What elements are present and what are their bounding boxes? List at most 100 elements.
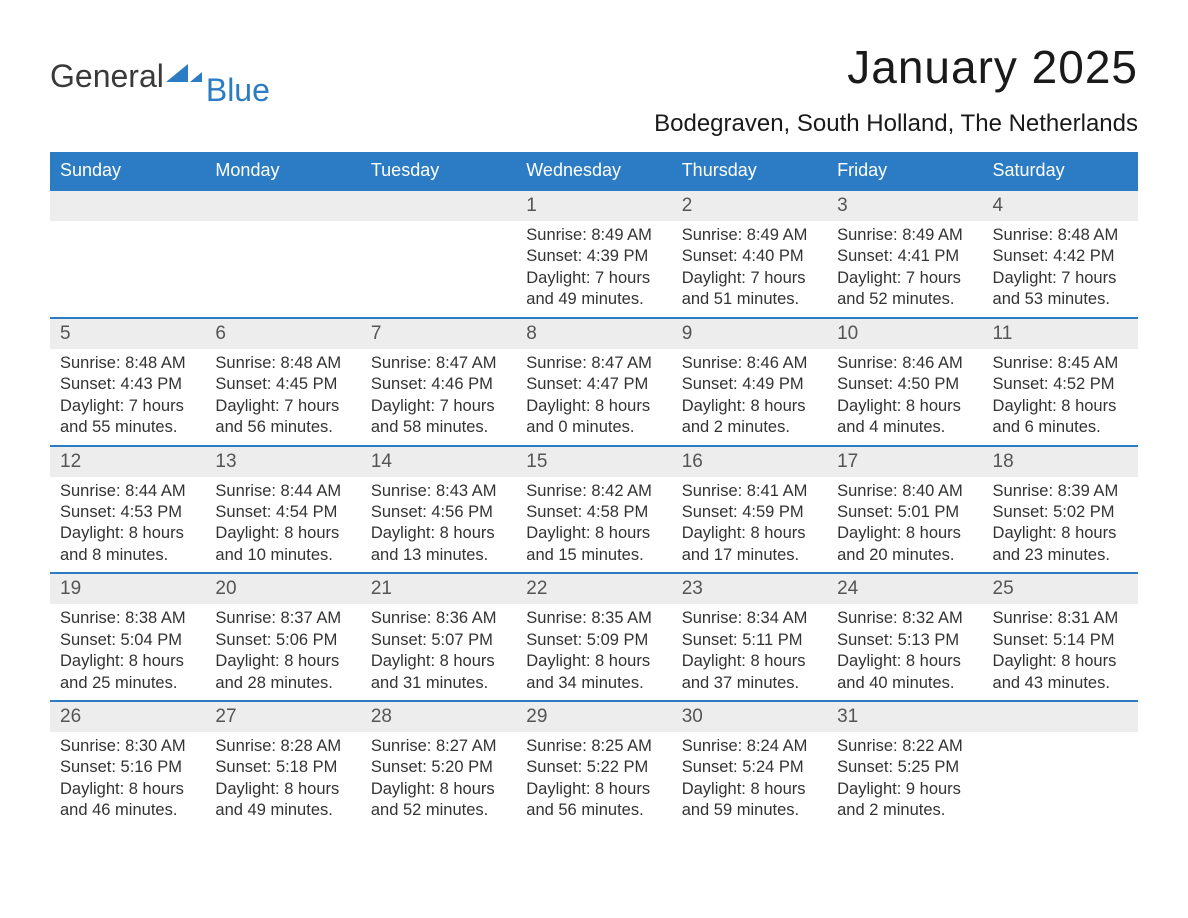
sunset-text: Sunset: 4:54 PM bbox=[215, 502, 350, 523]
day-number: 10 bbox=[827, 319, 982, 349]
sunrise-text: Sunrise: 8:48 AM bbox=[60, 353, 195, 374]
daylight-text-1: Daylight: 8 hours bbox=[682, 651, 817, 672]
daylight-text-2: and 34 minutes. bbox=[526, 673, 661, 694]
day-number-row: 26 bbox=[50, 700, 205, 732]
sunrise-text: Sunrise: 8:27 AM bbox=[371, 736, 506, 757]
daylight-text-2: and 49 minutes. bbox=[526, 289, 661, 310]
day-cell: 31Sunrise: 8:22 AMSunset: 5:25 PMDayligh… bbox=[827, 700, 982, 828]
sunrise-text: Sunrise: 8:39 AM bbox=[993, 481, 1128, 502]
day-body: Sunrise: 8:24 AMSunset: 5:24 PMDaylight:… bbox=[672, 732, 827, 828]
day-cell: 26Sunrise: 8:30 AMSunset: 5:16 PMDayligh… bbox=[50, 700, 205, 828]
daylight-text-2: and 52 minutes. bbox=[371, 800, 506, 821]
sunrise-text: Sunrise: 8:46 AM bbox=[837, 353, 972, 374]
sunrise-text: Sunrise: 8:45 AM bbox=[993, 353, 1128, 374]
day-cell: 29Sunrise: 8:25 AMSunset: 5:22 PMDayligh… bbox=[516, 700, 671, 828]
day-cell: 10Sunrise: 8:46 AMSunset: 4:50 PMDayligh… bbox=[827, 317, 982, 445]
week-row: 19Sunrise: 8:38 AMSunset: 5:04 PMDayligh… bbox=[50, 572, 1138, 700]
day-number-row: 22 bbox=[516, 572, 671, 604]
day-body: Sunrise: 8:49 AMSunset: 4:40 PMDaylight:… bbox=[672, 221, 827, 317]
sunset-text: Sunset: 4:39 PM bbox=[526, 246, 661, 267]
day-cell: 27Sunrise: 8:28 AMSunset: 5:18 PMDayligh… bbox=[205, 700, 360, 828]
sunset-text: Sunset: 5:18 PM bbox=[215, 757, 350, 778]
day-number: 28 bbox=[361, 702, 516, 732]
sunset-text: Sunset: 4:59 PM bbox=[682, 502, 817, 523]
daylight-text-1: Daylight: 8 hours bbox=[993, 651, 1128, 672]
day-cell: 13Sunrise: 8:44 AMSunset: 4:54 PMDayligh… bbox=[205, 445, 360, 573]
daylight-text-2: and 56 minutes. bbox=[526, 800, 661, 821]
sunrise-text: Sunrise: 8:30 AM bbox=[60, 736, 195, 757]
daylight-text-1: Daylight: 8 hours bbox=[526, 651, 661, 672]
daylight-text-2: and 49 minutes. bbox=[215, 800, 350, 821]
day-number: 26 bbox=[50, 702, 205, 732]
sunrise-text: Sunrise: 8:34 AM bbox=[682, 608, 817, 629]
sunrise-text: Sunrise: 8:48 AM bbox=[215, 353, 350, 374]
daylight-text-2: and 17 minutes. bbox=[682, 545, 817, 566]
sunset-text: Sunset: 5:06 PM bbox=[215, 630, 350, 651]
daylight-text-2: and 20 minutes. bbox=[837, 545, 972, 566]
day-cell bbox=[983, 700, 1138, 828]
daylight-text-1: Daylight: 7 hours bbox=[60, 396, 195, 417]
day-body: Sunrise: 8:37 AMSunset: 5:06 PMDaylight:… bbox=[205, 604, 360, 700]
calendar: SundayMondayTuesdayWednesdayThursdayFrid… bbox=[50, 152, 1138, 828]
day-number-row: 17 bbox=[827, 445, 982, 477]
sunrise-text: Sunrise: 8:49 AM bbox=[526, 225, 661, 246]
daylight-text-1: Daylight: 8 hours bbox=[60, 523, 195, 544]
day-number-row: 8 bbox=[516, 317, 671, 349]
day-body bbox=[983, 732, 1138, 742]
sunset-text: Sunset: 4:58 PM bbox=[526, 502, 661, 523]
daylight-text-2: and 56 minutes. bbox=[215, 417, 350, 438]
day-body: Sunrise: 8:25 AMSunset: 5:22 PMDaylight:… bbox=[516, 732, 671, 828]
day-cell bbox=[205, 189, 360, 317]
sunset-text: Sunset: 4:53 PM bbox=[60, 502, 195, 523]
day-body: Sunrise: 8:44 AMSunset: 4:53 PMDaylight:… bbox=[50, 477, 205, 573]
sunset-text: Sunset: 4:45 PM bbox=[215, 374, 350, 395]
dow-cell: Saturday bbox=[983, 152, 1138, 189]
day-body: Sunrise: 8:46 AMSunset: 4:50 PMDaylight:… bbox=[827, 349, 982, 445]
sunrise-text: Sunrise: 8:41 AM bbox=[682, 481, 817, 502]
sunrise-text: Sunrise: 8:43 AM bbox=[371, 481, 506, 502]
dow-cell: Monday bbox=[205, 152, 360, 189]
daylight-text-2: and 59 minutes. bbox=[682, 800, 817, 821]
day-number: 3 bbox=[827, 191, 982, 221]
day-cell: 19Sunrise: 8:38 AMSunset: 5:04 PMDayligh… bbox=[50, 572, 205, 700]
day-cell: 12Sunrise: 8:44 AMSunset: 4:53 PMDayligh… bbox=[50, 445, 205, 573]
day-number: 15 bbox=[516, 447, 671, 477]
day-number: 18 bbox=[983, 447, 1138, 477]
sunrise-text: Sunrise: 8:32 AM bbox=[837, 608, 972, 629]
day-cell: 25Sunrise: 8:31 AMSunset: 5:14 PMDayligh… bbox=[983, 572, 1138, 700]
sunrise-text: Sunrise: 8:25 AM bbox=[526, 736, 661, 757]
week-row: 26Sunrise: 8:30 AMSunset: 5:16 PMDayligh… bbox=[50, 700, 1138, 828]
daylight-text-1: Daylight: 7 hours bbox=[215, 396, 350, 417]
sunset-text: Sunset: 5:02 PM bbox=[993, 502, 1128, 523]
day-body bbox=[361, 221, 516, 231]
sunrise-text: Sunrise: 8:24 AM bbox=[682, 736, 817, 757]
day-cell: 24Sunrise: 8:32 AMSunset: 5:13 PMDayligh… bbox=[827, 572, 982, 700]
sunset-text: Sunset: 4:47 PM bbox=[526, 374, 661, 395]
day-number-row: 2 bbox=[672, 189, 827, 221]
day-number-row: 12 bbox=[50, 445, 205, 477]
day-cell: 22Sunrise: 8:35 AMSunset: 5:09 PMDayligh… bbox=[516, 572, 671, 700]
day-number-row: 27 bbox=[205, 700, 360, 732]
day-body: Sunrise: 8:46 AMSunset: 4:49 PMDaylight:… bbox=[672, 349, 827, 445]
sunset-text: Sunset: 5:25 PM bbox=[837, 757, 972, 778]
daylight-text-1: Daylight: 8 hours bbox=[371, 651, 506, 672]
day-body: Sunrise: 8:43 AMSunset: 4:56 PMDaylight:… bbox=[361, 477, 516, 573]
sunset-text: Sunset: 4:52 PM bbox=[993, 374, 1128, 395]
sunrise-text: Sunrise: 8:35 AM bbox=[526, 608, 661, 629]
day-number-row: 9 bbox=[672, 317, 827, 349]
sunrise-text: Sunrise: 8:28 AM bbox=[215, 736, 350, 757]
sunrise-text: Sunrise: 8:37 AM bbox=[215, 608, 350, 629]
day-cell: 4Sunrise: 8:48 AMSunset: 4:42 PMDaylight… bbox=[983, 189, 1138, 317]
sunset-text: Sunset: 5:24 PM bbox=[682, 757, 817, 778]
day-body: Sunrise: 8:34 AMSunset: 5:11 PMDaylight:… bbox=[672, 604, 827, 700]
daylight-text-2: and 4 minutes. bbox=[837, 417, 972, 438]
day-number: 14 bbox=[361, 447, 516, 477]
daylight-text-2: and 46 minutes. bbox=[60, 800, 195, 821]
daylight-text-2: and 31 minutes. bbox=[371, 673, 506, 694]
dow-cell: Thursday bbox=[672, 152, 827, 189]
day-body bbox=[205, 221, 360, 231]
daylight-text-1: Daylight: 8 hours bbox=[682, 779, 817, 800]
day-number-row: 1 bbox=[516, 189, 671, 221]
day-body: Sunrise: 8:40 AMSunset: 5:01 PMDaylight:… bbox=[827, 477, 982, 573]
day-number-row: 28 bbox=[361, 700, 516, 732]
